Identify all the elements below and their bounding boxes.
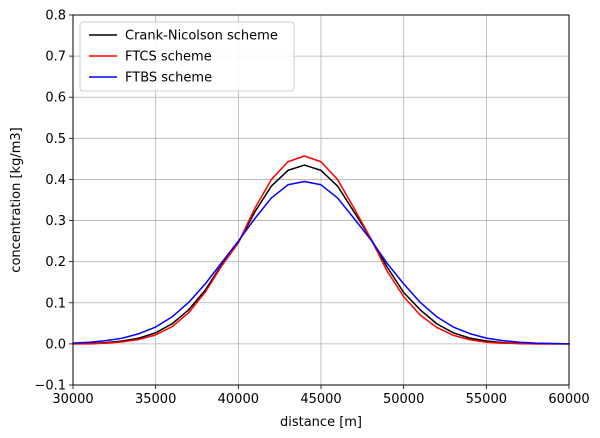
legend-label: FTCS scheme bbox=[125, 50, 212, 65]
legend: Crank-Nicolson scheme FTCS scheme FTBS sch… bbox=[79, 21, 295, 92]
y-tick-label: −0.1 bbox=[34, 379, 66, 394]
x-tick-label: 60000 bbox=[548, 392, 589, 407]
y-tick-label: 0.7 bbox=[45, 50, 66, 65]
y-tick-label: 0.4 bbox=[45, 173, 66, 188]
x-tick-label: 30000 bbox=[52, 392, 93, 407]
series-line-ftbs-scheme bbox=[72, 180, 570, 345]
series-line-crank-nicolson-scheme bbox=[72, 164, 570, 345]
y-axis-label: concentration [kg/m3] bbox=[9, 127, 24, 272]
series-line-ftcs-scheme bbox=[72, 155, 570, 345]
x-axis-label: distance [m] bbox=[280, 415, 362, 430]
axis-ticks: 30000 35000 40000 45000 50000 55000 60000 −0.1 0… bbox=[34, 9, 589, 408]
x-tick-label: 50000 bbox=[383, 392, 424, 407]
y-tick-label: 0.3 bbox=[45, 214, 66, 229]
y-tick-label: 0.6 bbox=[45, 91, 66, 106]
y-tick-label: 0.2 bbox=[45, 255, 66, 270]
x-tick-label: 35000 bbox=[135, 392, 176, 407]
legend-label: Crank-Nicolson scheme bbox=[125, 29, 278, 44]
y-tick-label: 0.5 bbox=[45, 132, 66, 147]
x-tick-label: 55000 bbox=[466, 392, 507, 407]
y-tick-label: 0.0 bbox=[45, 337, 66, 352]
legend-box bbox=[79, 21, 295, 92]
legend-label: FTBS scheme bbox=[125, 71, 212, 86]
y-tick-label: 0.8 bbox=[45, 9, 66, 24]
y-tick-label: 0.1 bbox=[45, 296, 66, 311]
x-tick-label: 40000 bbox=[218, 392, 259, 407]
series-lines bbox=[72, 155, 570, 345]
x-tick-label: 45000 bbox=[300, 392, 341, 407]
